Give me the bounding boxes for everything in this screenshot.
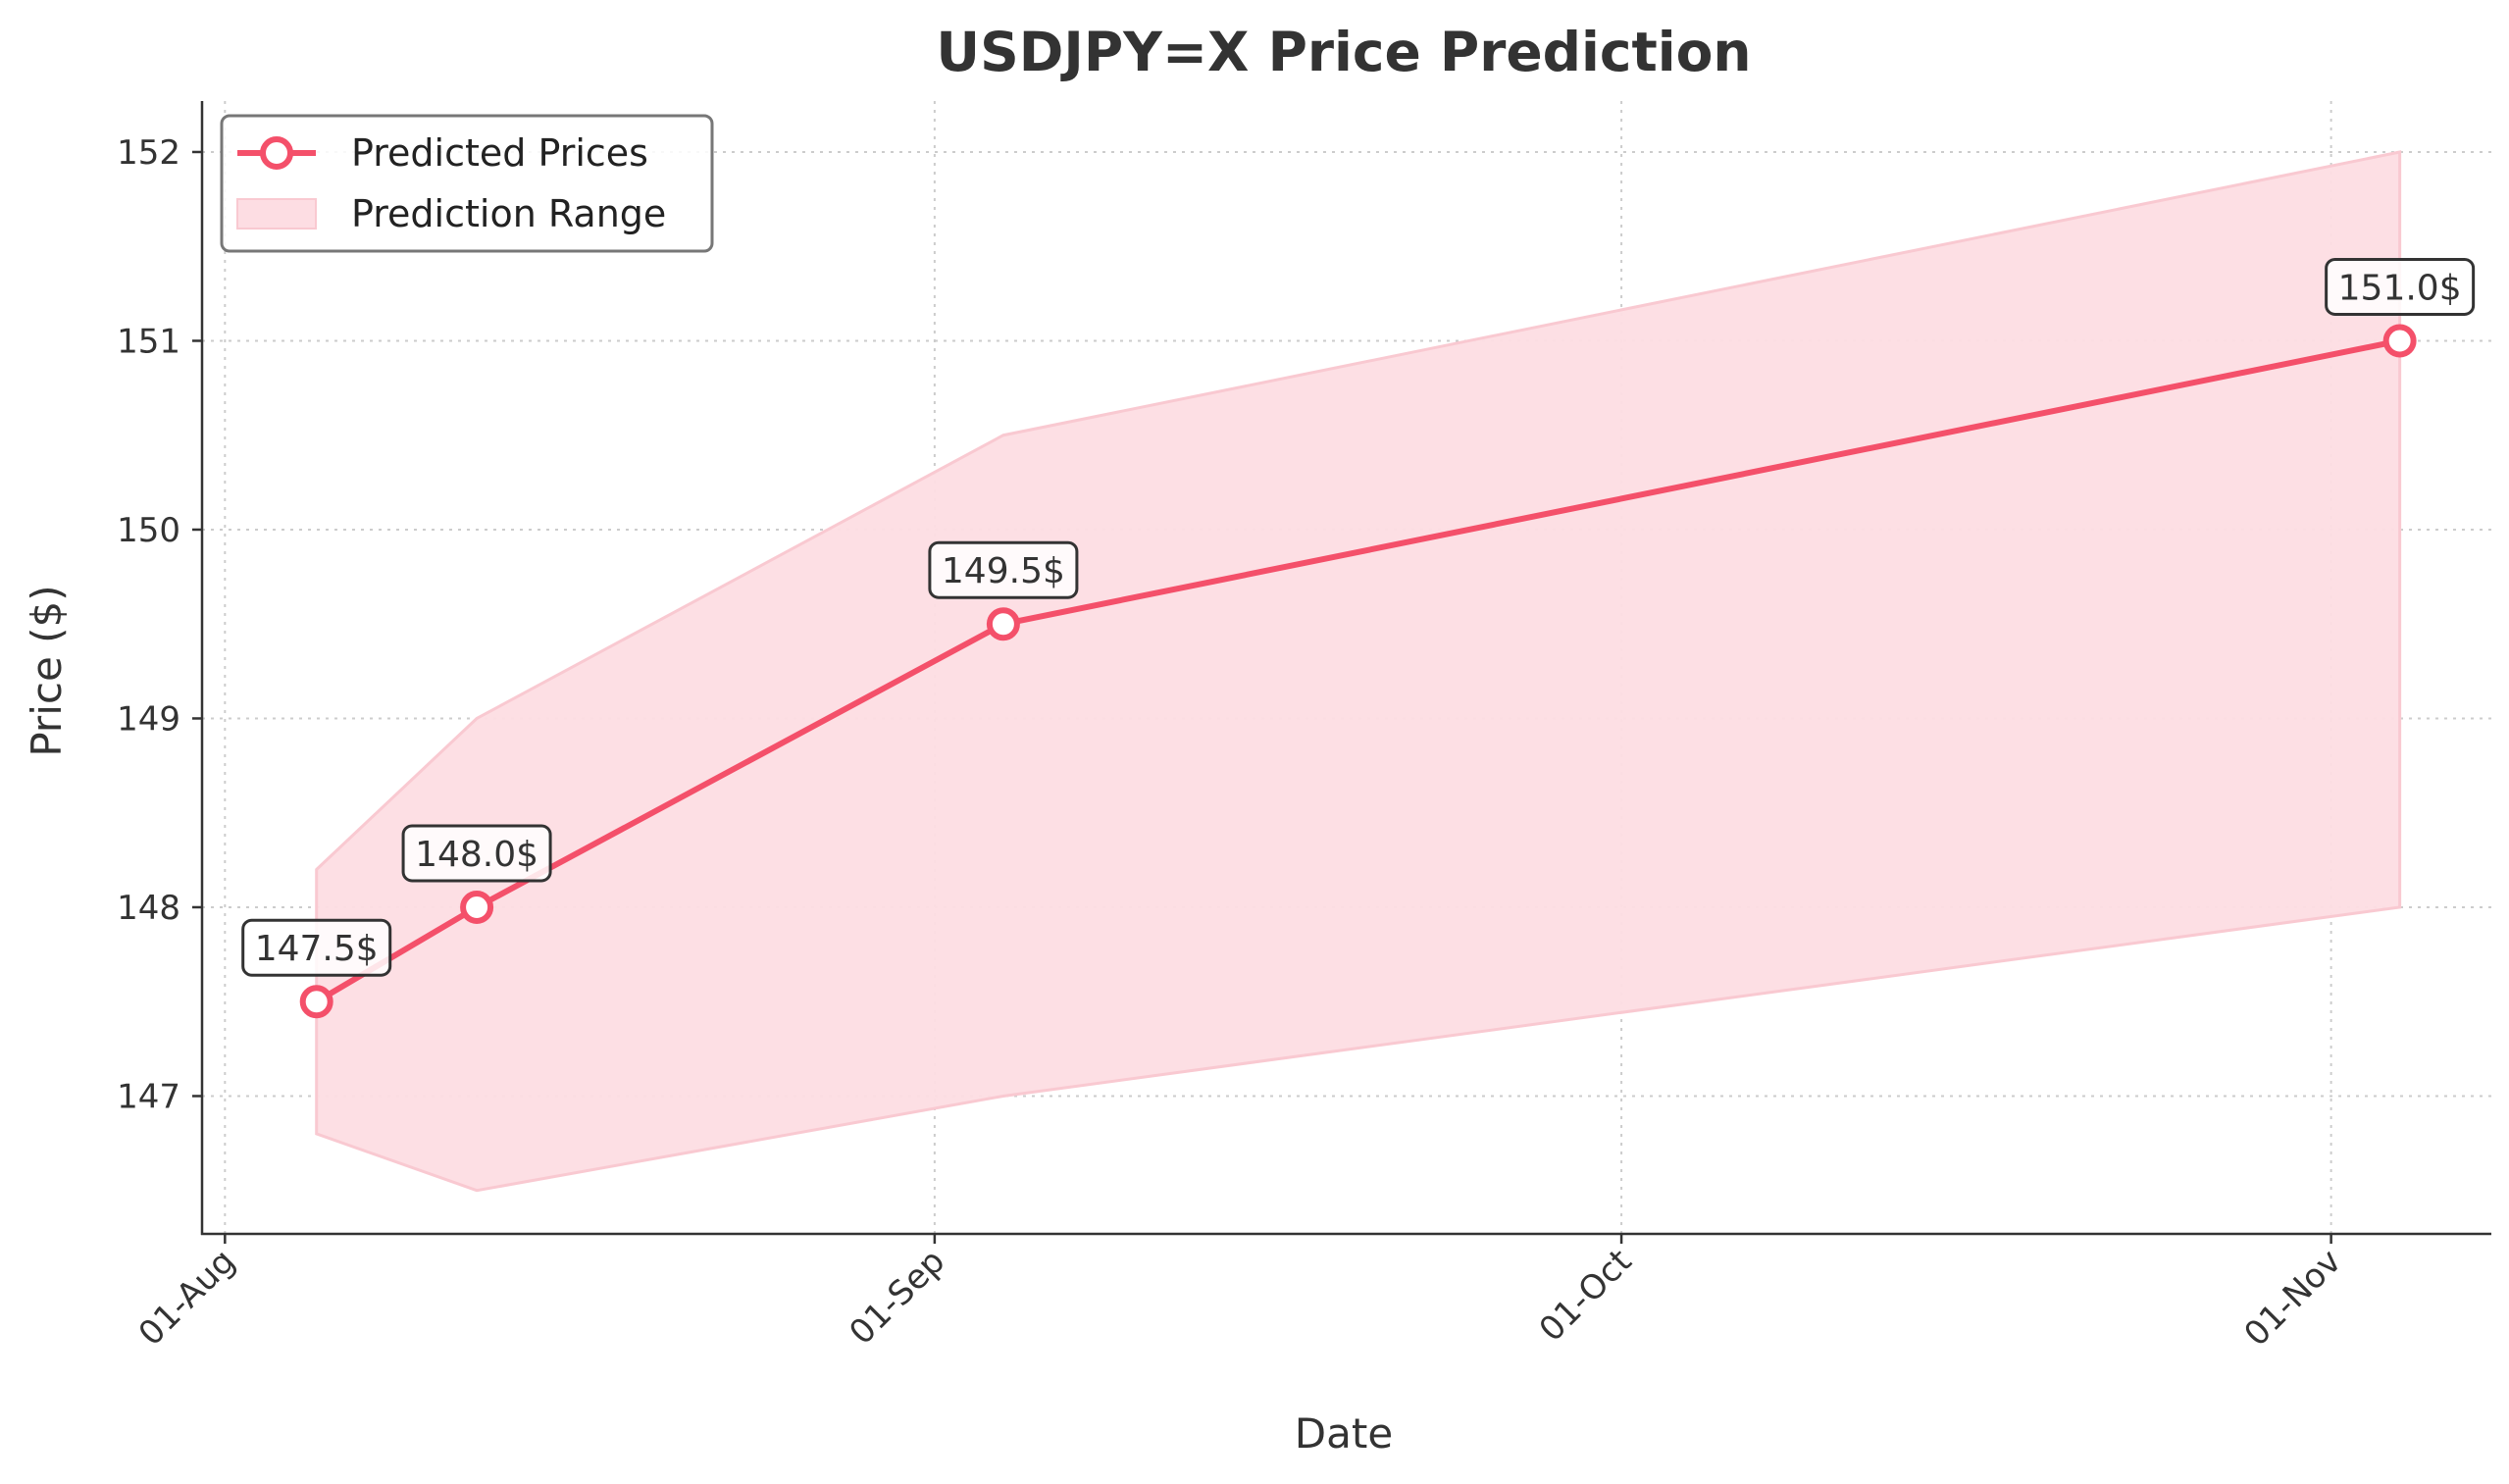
x-axis-label: Date (1295, 1409, 1393, 1458)
prediction-range-band (315, 150, 2402, 1193)
y-tick-label: 148 (117, 889, 180, 928)
predicted-prices-series (299, 324, 2417, 1019)
y-tick-label: 147 (117, 1077, 180, 1116)
x-tick-label: 01-Sep (842, 1242, 952, 1353)
data-label-box (928, 540, 1079, 599)
data-label: 147.5$ (255, 929, 379, 969)
legend: Predicted Prices Prediction Range (220, 114, 714, 253)
x-tick-label: 01-Aug (131, 1242, 243, 1354)
x-tick-label: 01-Oct (1532, 1242, 1640, 1350)
y-tick-label: 152 (117, 133, 180, 173)
y-tick-label: 151 (117, 322, 180, 361)
legend-label-predicted-prices: Predicted Prices (351, 131, 648, 175)
data-label: 151.0$ (2338, 268, 2462, 308)
data-label-box (241, 918, 392, 977)
data-label-box (401, 824, 552, 883)
y-axis-label: Price ($) (23, 585, 71, 756)
prediction-range (315, 150, 2402, 1193)
predicted-price-point (299, 985, 333, 1019)
y-tick-label: 149 (117, 699, 180, 739)
legend-marker-swatch (260, 136, 293, 170)
annotations: 147.5$ 148.0$ 149.5$ 151.0$ (241, 257, 2476, 977)
predicted-prices-line (313, 337, 2403, 1005)
chart-title: USDJPY=X Price Prediction (936, 21, 1751, 83)
y-tick-label: 150 (117, 511, 180, 550)
data-label: 149.5$ (942, 551, 1065, 591)
predicted-price-point (986, 607, 1020, 641)
x-tick-label: 01-Nov (2237, 1242, 2349, 1354)
legend-label-prediction-range: Prediction Range (351, 192, 666, 235)
predicted-price-point (460, 890, 494, 924)
data-label-box (2325, 257, 2476, 316)
data-label: 148.0$ (415, 835, 538, 875)
predicted-price-point (2382, 324, 2417, 358)
legend-range-swatch (236, 198, 317, 230)
legend-box (220, 114, 714, 253)
